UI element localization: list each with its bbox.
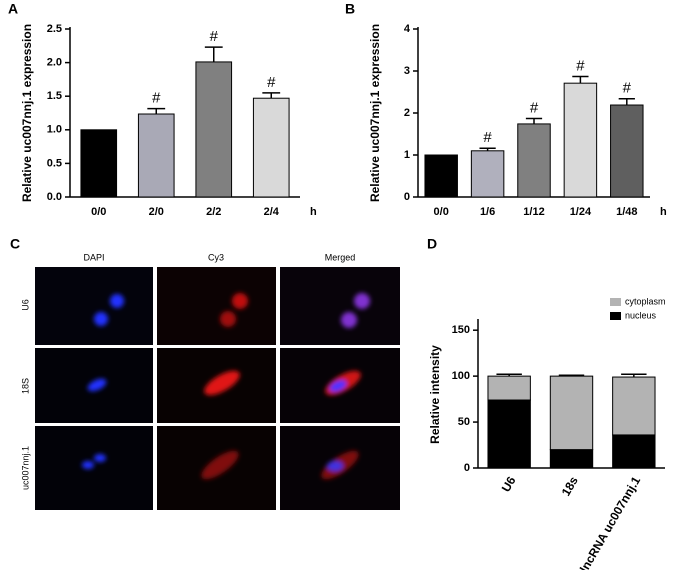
y-tick-label: 1 (404, 149, 410, 161)
micrograph-grid (35, 267, 400, 510)
x-tick-label: 2/4 (264, 206, 280, 218)
y-axis-label: Relative uc007nnj.1 expression (368, 24, 382, 202)
y-tick-label: 0 (404, 191, 410, 203)
row-label: uc007nnj.1 (20, 446, 30, 490)
y-tick-label: 2.0 (47, 57, 62, 69)
bar (563, 82, 598, 198)
y-tick-label: 4 (404, 23, 411, 35)
legend-label: nucleus (625, 310, 657, 320)
y-tick-label: 0.0 (47, 191, 62, 203)
panel-label: A (8, 1, 18, 17)
x-tick-label: 0/0 (91, 206, 106, 218)
y-tick-label: 3 (404, 65, 410, 77)
y-tick-label: 2 (404, 107, 410, 119)
y-tick-label: 0 (464, 462, 470, 474)
bar (195, 61, 233, 198)
y-tick-label: 1.0 (47, 124, 62, 136)
y-tick-label: 150 (452, 324, 470, 336)
y-tick-label: 2.5 (47, 23, 62, 35)
bar-segment (549, 449, 594, 469)
y-axis-label: Relative intensity (428, 345, 442, 444)
bar-label: # (483, 129, 492, 146)
column-header: Cy3 (208, 252, 224, 262)
bar-label: # (152, 90, 161, 107)
panel-c: C DAPI Cy3 Merged U6 18S uc007nnj.1 (10, 236, 400, 510)
bar-segment (612, 376, 656, 436)
bar (470, 150, 505, 198)
legend-swatch (610, 298, 621, 306)
bar-label: # (267, 74, 276, 91)
bar (80, 129, 118, 198)
x-tick-label: 1/6 (480, 206, 495, 218)
bar-label: # (576, 57, 585, 74)
bar (610, 104, 644, 198)
bar-segment (487, 375, 531, 401)
column-header: Merged (325, 252, 356, 262)
legend-label: cytoplasm (625, 296, 666, 306)
bar-label: # (623, 80, 632, 97)
y-tick-label: 0.5 (47, 157, 62, 169)
bar (517, 123, 551, 198)
bar-segment (549, 375, 594, 451)
bar-label: # (210, 28, 219, 45)
x-tick-label: 0/0 (434, 206, 449, 218)
bar-segment (487, 399, 531, 469)
y-tick-label: 100 (452, 370, 470, 382)
legend-swatch (610, 312, 621, 320)
x-tick-label: 2/0 (149, 206, 164, 218)
y-axis-label: Relative uc007nnj.1 expression (20, 24, 34, 202)
x-tick-label: 1/12 (523, 206, 544, 218)
bar-segment (612, 434, 656, 469)
x-tick-label: 18s (559, 474, 581, 499)
x-tick-label: 1/24 (570, 206, 592, 218)
panel-label: C (10, 236, 20, 252)
bar (252, 97, 290, 198)
row-label: 18S (20, 378, 30, 394)
y-tick-label: 1.5 (47, 90, 62, 102)
panel-label: D (427, 236, 437, 252)
x-unit: h (660, 206, 667, 218)
bar (137, 113, 175, 198)
panel-label: B (345, 1, 355, 17)
x-tick-label: 1/48 (616, 206, 637, 218)
bar (424, 154, 458, 198)
x-tick-label: U6 (499, 474, 519, 495)
y-tick-label: 50 (458, 416, 470, 428)
x-tick-label: 2/2 (206, 206, 221, 218)
row-label: U6 (20, 299, 30, 311)
bar-label: # (530, 99, 539, 116)
x-unit: h (310, 206, 317, 218)
x-tick-label: lncRNA uc007nnj.1 (577, 474, 643, 570)
column-header: DAPI (83, 252, 104, 262)
